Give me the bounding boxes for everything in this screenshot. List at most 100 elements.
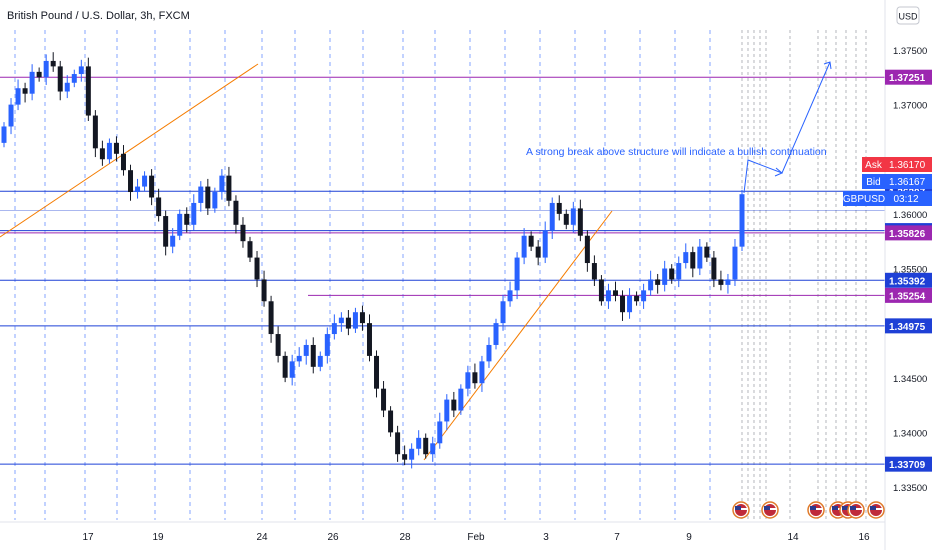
candle-body [317,355,323,367]
time-tick-label[interactable]: 19 [152,532,164,543]
level-label-text: 1.35254 [889,291,926,302]
countdown-label: 03:12 [893,194,918,205]
candle-body [15,88,21,105]
level-label-text: 1.37251 [889,73,926,84]
candle-body [156,197,162,217]
candle-body [120,153,126,171]
time-tick-label[interactable]: 9 [686,532,692,543]
time-tick-label[interactable]: Feb [467,532,485,543]
event-flag-canton [870,506,876,510]
candle-body [106,142,112,160]
annotation-text[interactable]: A strong break above structure will indi… [526,146,827,158]
level-label-bg [885,69,932,85]
candle-body [620,295,626,313]
candle-body [366,323,372,356]
candle-body [170,235,176,247]
candle-body [465,372,471,389]
candle-body [177,213,183,236]
price-tick-label: 1.33500 [893,483,927,494]
candle-body [275,334,281,356]
candle-body [99,148,105,160]
candle-body [226,175,232,201]
ask-label: Ask [865,160,883,171]
candle-body [423,437,429,455]
time-tick-label[interactable]: 26 [327,532,339,543]
price-tick-label: 1.35500 [893,265,927,276]
candle-body [451,399,457,411]
candle-body [648,279,654,291]
time-tick-label[interactable]: 14 [787,532,799,543]
event-flag-canton [850,506,856,510]
candle-body [514,257,520,291]
candle-body [345,317,351,329]
bid-value: 1.36167 [889,177,926,188]
candle-body [669,268,675,280]
candle-body [1,126,7,143]
candle-body [584,235,590,264]
arrow-head-mid [774,167,783,177]
candle-body [212,192,218,209]
candle-body [184,213,190,225]
candle-body [374,355,380,389]
candle-body [605,290,611,302]
candle-body [683,252,689,264]
time-axis-labels[interactable]: 17 19 24 26 28 Feb 3 7 9 14 16 [82,532,870,543]
candle-body [289,361,295,378]
event-flag-canton [810,506,816,510]
projection-arrows[interactable] [743,61,832,194]
event-flag-icon[interactable] [807,501,825,519]
time-tick-label[interactable]: 7 [614,532,620,543]
time-tick-label[interactable]: 24 [256,532,268,543]
event-flag-canton [735,506,741,510]
trend-lines[interactable] [0,63,613,461]
candle-body [205,186,211,209]
candle-body [458,388,464,411]
event-flag-icon[interactable] [732,501,750,519]
event-flag-icon[interactable] [867,501,885,519]
candle-body [78,66,84,75]
candle-body [732,246,738,280]
candle-body [191,202,197,225]
candle-body [388,410,394,433]
candle-body [247,241,253,258]
time-tick-label[interactable]: 28 [399,532,411,543]
price-levels [0,76,885,465]
candle-body [521,235,527,258]
event-flag-canton [842,506,848,510]
time-tick-label[interactable]: 3 [543,532,549,543]
candle-body [479,361,485,384]
currency-label: USD [898,12,918,22]
candle-body [352,312,358,329]
candle-body [43,60,49,78]
candle-body [409,448,415,460]
candle-body [704,246,710,258]
currency-button[interactable]: USD [896,6,920,25]
candle-body [690,252,696,269]
event-flag-canton [764,506,770,510]
economic-events[interactable] [732,501,885,519]
candle-body [219,175,225,193]
candle-body [437,421,443,444]
event-flag-icon[interactable] [761,501,779,519]
level-label-bg [885,456,932,472]
candle-body [612,290,618,296]
candle-body [324,334,330,356]
price-tick-label: 1.37500 [893,46,927,57]
time-tick-label[interactable]: 17 [82,532,94,543]
event-flag-canton [832,506,838,510]
time-tick-label[interactable]: 16 [858,532,870,543]
candle-body [113,142,119,154]
time-grid [14,30,867,520]
candle-body [556,202,562,214]
ask-tag: Ask 1.36170 [862,157,932,172]
candle-body [486,344,492,362]
candle-body [254,257,260,280]
candle-body [310,344,316,367]
candle-body [598,279,604,302]
candle-body [303,344,309,356]
level-label-text: 1.33709 [889,460,926,471]
candle-body [493,323,499,345]
event-flag-icon[interactable] [847,501,865,519]
